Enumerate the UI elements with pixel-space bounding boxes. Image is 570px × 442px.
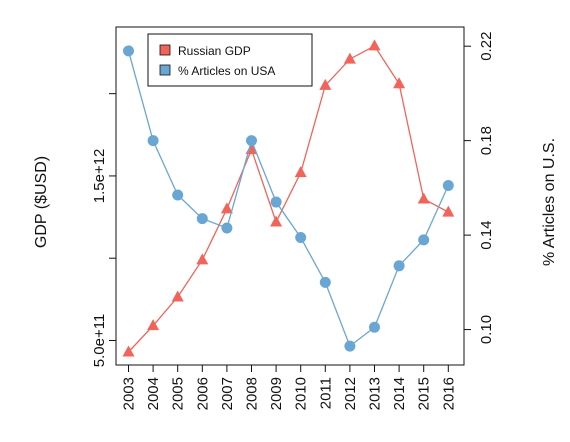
y2-tick-label: 0.14	[478, 221, 495, 250]
x-tick-label: 2010	[293, 377, 310, 410]
gdp-point	[319, 78, 332, 90]
y-tick-label: 5.0e+11	[91, 314, 108, 368]
gdp-point	[294, 166, 307, 178]
gdp-point	[147, 319, 160, 331]
x-tick-label: 2005	[170, 377, 187, 410]
y-tick-label: 1.5e+12	[91, 149, 108, 204]
legend-box	[147, 33, 313, 87]
x-tick-label: 2003	[121, 377, 138, 410]
plot-frame-group	[115, 26, 465, 366]
articles-point	[246, 135, 257, 147]
articles-point	[270, 196, 282, 208]
right-axis: 0.10 0.14 0.18 0.22	[464, 32, 495, 344]
y2-tick-label: 0.10	[478, 315, 495, 344]
articles-point	[344, 340, 356, 352]
y2-axis-title: % Articles on U.S.	[541, 138, 558, 266]
gdp-line	[128, 45, 449, 353]
articles-point	[123, 45, 134, 57]
gdp-point	[196, 253, 209, 265]
y2-tick-label: 0.18	[478, 126, 495, 155]
gdp-point	[343, 52, 356, 64]
legend-swatch-articles	[159, 64, 171, 76]
articles-point	[221, 222, 233, 234]
articles-point	[295, 231, 307, 243]
series-layer	[122, 39, 455, 357]
articles-point	[442, 180, 454, 192]
legend-label-articles: % Articles on USA	[178, 64, 275, 78]
articles-point	[172, 189, 184, 201]
y-axis-title: GDP ($USD)	[33, 156, 50, 248]
gdp-point	[171, 290, 184, 302]
articles-line	[127, 50, 449, 348]
articles-point	[319, 276, 331, 288]
legend-swatch-gdp	[159, 44, 171, 56]
left-axis: 5.0e+11 1.5e+12	[91, 93, 116, 368]
y2-tick-label: 0.22	[478, 32, 495, 61]
gdp-point	[122, 345, 135, 357]
x-tick-label: 2008	[244, 377, 261, 410]
gdp-point	[368, 39, 381, 51]
x-tick-label: 2006	[194, 377, 211, 410]
gdp-point	[270, 215, 283, 227]
articles-point	[418, 234, 430, 246]
x-tick-label: 2013	[367, 377, 384, 410]
legend: Russian GDP % Articles on USA	[147, 33, 313, 87]
x-tick-label: 2012	[342, 377, 359, 410]
articles-point	[196, 213, 208, 225]
legend-label-gdp: Russian GDP	[178, 44, 251, 58]
articles-point	[147, 135, 159, 147]
x-tick-label: 2004	[145, 377, 162, 410]
articles-point	[393, 260, 405, 272]
x-tick-label: 2007	[219, 377, 236, 410]
x-tick-label: 2011	[317, 377, 334, 409]
plot-frame	[115, 26, 465, 366]
gdp-point	[393, 77, 406, 89]
articles-point	[369, 321, 380, 333]
x-tick-label: 2009	[268, 377, 285, 410]
gdp-point	[220, 202, 233, 214]
gdp-point	[417, 192, 430, 204]
x-tick-label: 2015	[416, 377, 433, 410]
x-tick-label: 2014	[391, 377, 408, 410]
gdp-point	[442, 205, 455, 217]
x-tick-label: 2016	[440, 377, 457, 410]
x-axis: 2003 2004 2005 2006 2007 2008 2009 2010 2011 2012…	[121, 365, 457, 410]
